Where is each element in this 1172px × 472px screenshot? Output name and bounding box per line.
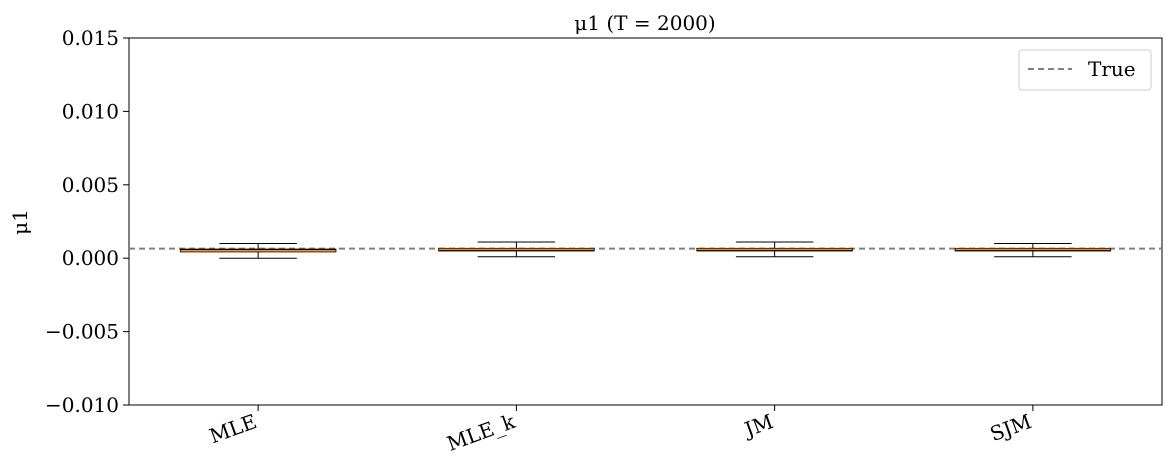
box-mle_k (438, 241, 595, 258)
x-tick-label: SJM (987, 409, 1035, 446)
x-tick-label: JM (739, 409, 776, 442)
chart-title: μ1 (T = 2000) (574, 11, 715, 35)
y-tick-label: −0.005 (45, 320, 119, 344)
x-axis: MLE MLE_k JM SJM (206, 405, 1035, 456)
x-tick-label: MLE_k (444, 409, 519, 456)
box-sjm (954, 243, 1112, 258)
y-axis: −0.010 −0.005 0.000 0.005 0.010 0.015 (45, 26, 129, 417)
y-tick-label: 0.005 (62, 173, 119, 197)
legend-true-label: True (1088, 57, 1136, 81)
legend: True (1018, 49, 1152, 91)
legend-frame (1018, 49, 1152, 91)
boxes-group (179, 241, 1112, 259)
y-tick-label: 0.000 (62, 246, 119, 270)
x-tick-label: MLE (206, 409, 260, 448)
y-tick-label: 0.010 (62, 99, 119, 123)
y-tick-label: −0.010 (45, 393, 119, 417)
y-tick-label: 0.015 (62, 26, 119, 50)
box-jm (696, 241, 853, 258)
y-axis-label: μ1 (8, 209, 32, 235)
box-mle (179, 243, 337, 259)
plot-area (128, 37, 1163, 406)
